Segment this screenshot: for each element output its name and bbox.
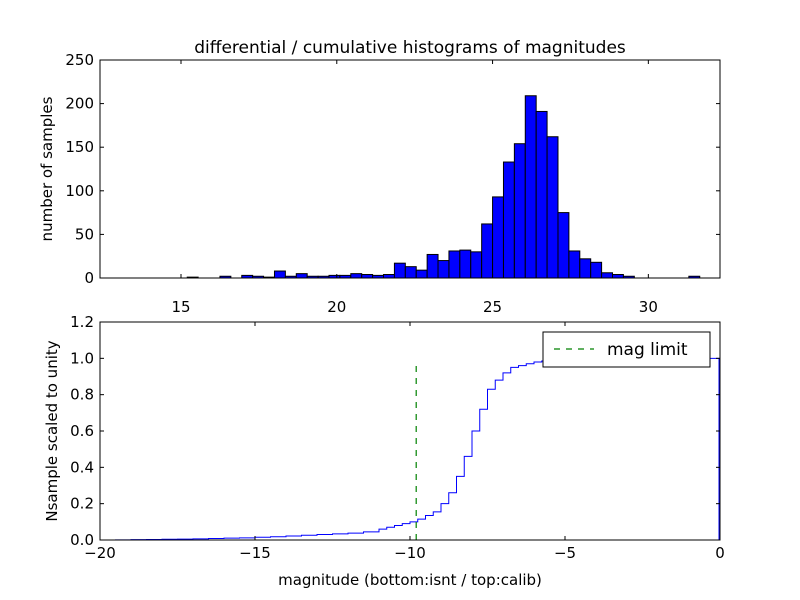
histogram-bar <box>524 95 537 279</box>
histogram-bar <box>459 249 472 279</box>
histogram-bar <box>535 110 548 279</box>
histogram-bar <box>393 262 406 279</box>
top-plot-frame <box>99 59 721 279</box>
histogram-bar <box>448 250 461 279</box>
differential-histogram-panel: 15 20 25 30 0 50 100 150 200 250 number of sample… <box>38 51 721 316</box>
histogram-bar <box>383 274 395 279</box>
histogram-bar <box>404 266 417 279</box>
bottom-y-axis-label: Nsample scaled to unity <box>43 340 61 521</box>
cumulative-step-line <box>100 357 720 541</box>
histogram-bar <box>350 273 363 279</box>
bottom-y-tick-label: 0.2 <box>70 495 94 513</box>
bottom-y-tick-label: 1.2 <box>70 313 94 331</box>
histogram-bar <box>502 161 515 279</box>
top-y-axis-label: number of samples <box>38 96 56 241</box>
top-x-tick-label: 15 <box>171 298 190 316</box>
top-y-tick-label: 250 <box>65 51 94 69</box>
histogram-bar <box>579 258 592 279</box>
chart-title: differential / cumulative histograms of … <box>194 38 626 58</box>
bottom-x-tick-label: −20 <box>84 544 116 562</box>
histogram-bar <box>361 274 374 279</box>
bottom-axis-ticks: −20 −15 −10 −5 0 0.0 0.2 0.4 0.6 0.8 1.0 1.2 <box>70 313 725 562</box>
cumulative-lines <box>100 357 720 541</box>
cumulative-histogram-panel: −20 −15 −10 −5 0 0.0 0.2 0.4 0.6 0.8 1.0 1.2 Nsampl… <box>43 313 725 589</box>
top-y-tick-label: 100 <box>65 182 94 200</box>
histogram-bar <box>590 261 603 279</box>
histogram-bar <box>470 251 483 279</box>
bottom-y-tick-label: 0.6 <box>70 422 94 440</box>
histogram-bar <box>546 136 559 279</box>
bottom-y-tick-label: 0.4 <box>70 458 94 476</box>
top-x-tick-label: 25 <box>483 298 502 316</box>
legend-label-mag-limit: mag limit <box>607 340 688 360</box>
histogram-bar <box>513 143 526 279</box>
bottom-y-tick-label: 0.8 <box>70 386 94 404</box>
top-axis-ticks: 15 20 25 30 0 50 100 150 200 250 <box>65 51 720 316</box>
histogram-bar <box>492 196 504 279</box>
histogram-bar <box>557 212 570 279</box>
histogram-bar <box>612 274 624 279</box>
top-y-tick-label: 150 <box>65 138 94 156</box>
histogram-bars <box>186 95 701 279</box>
histogram-bar <box>481 223 494 279</box>
histogram-bar <box>437 260 450 279</box>
histogram-bar <box>568 250 581 279</box>
top-x-tick-label: 20 <box>327 298 346 316</box>
legend: mag limit <box>542 331 711 368</box>
top-x-tick-label: 30 <box>639 298 658 316</box>
histogram-bar <box>601 272 614 279</box>
bottom-x-tick-label: 0 <box>715 544 725 562</box>
top-y-tick-label: 0 <box>84 269 94 287</box>
bottom-x-tick-label: −5 <box>554 544 576 562</box>
top-y-tick-label: 50 <box>75 225 94 243</box>
bottom-y-tick-label: 0.0 <box>70 531 94 549</box>
bottom-x-tick-label: −15 <box>239 544 271 562</box>
bottom-x-axis-label: magnitude (bottom:isnt / top:calib) <box>278 571 542 589</box>
bottom-x-tick-label: −10 <box>394 544 426 562</box>
bottom-y-tick-label: 1.0 <box>70 349 94 367</box>
histogram-bar <box>415 269 428 279</box>
histogram-bar <box>426 253 439 279</box>
histogram-bar <box>273 270 286 279</box>
histogram-bar <box>295 273 308 279</box>
top-y-tick-label: 200 <box>65 95 94 113</box>
